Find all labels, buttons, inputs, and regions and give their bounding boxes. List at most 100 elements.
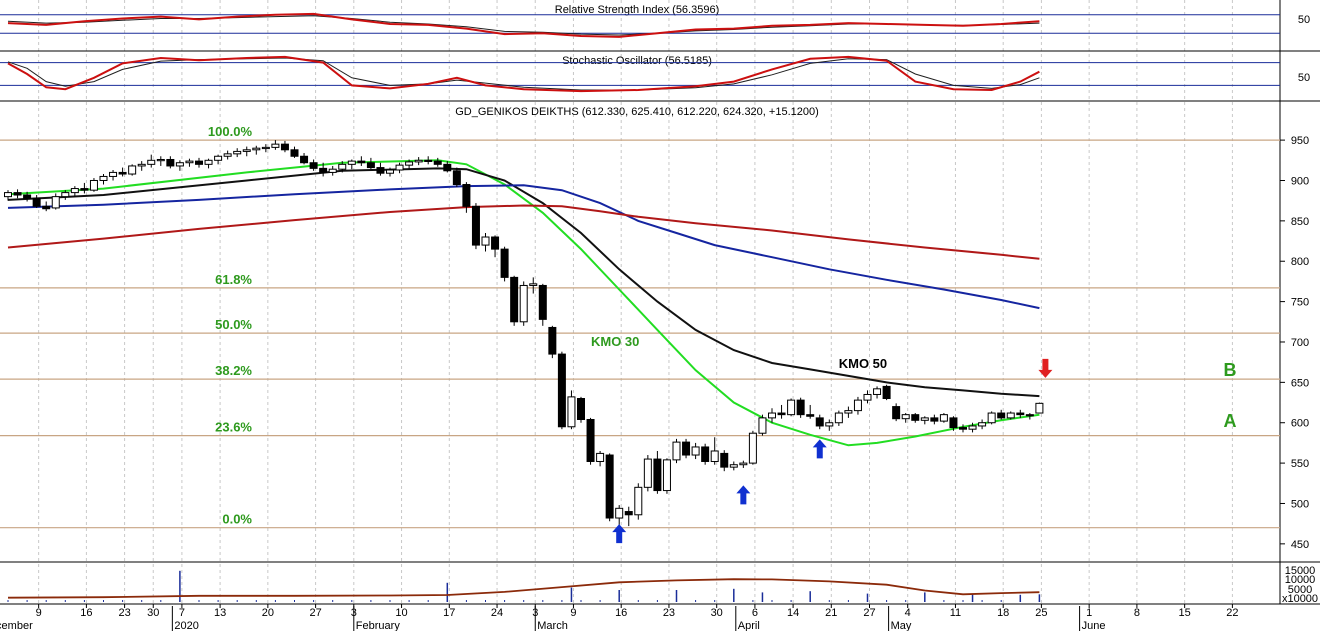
fibonacci-label: 23.6%	[215, 420, 252, 435]
candle-body	[13, 192, 22, 196]
moving-average-line	[7, 167, 1040, 398]
candle-body	[147, 159, 156, 165]
candle-body	[300, 155, 309, 164]
x-axis-tick-label: 30	[711, 607, 723, 619]
candle-body	[109, 171, 118, 177]
x-axis-tick-label: 9	[570, 607, 576, 619]
x-axis-tick-label: 4	[905, 607, 911, 619]
candle-body	[32, 197, 41, 207]
x-axis-tick-label: 17	[443, 607, 455, 619]
candle-body	[815, 417, 824, 427]
candle-body	[1035, 402, 1044, 414]
candle-body	[70, 188, 79, 194]
candle-body	[758, 417, 767, 434]
candle-body	[252, 147, 261, 151]
candle-body	[720, 452, 729, 468]
candle-body	[137, 163, 146, 167]
candle-body	[519, 284, 528, 323]
candle-body	[748, 432, 757, 464]
up-arrow-icon	[612, 524, 627, 544]
candle-body	[873, 388, 882, 395]
panel-frames	[0, 0, 1320, 605]
candle-body	[538, 284, 547, 320]
candle-body	[395, 164, 404, 171]
x-axis-tick-label: 30	[147, 607, 159, 619]
month-label: 2020	[174, 620, 198, 631]
up-arrow-icon	[812, 439, 827, 459]
candle-body	[567, 396, 576, 428]
stochastic-line	[7, 55, 1040, 93]
y-axis-tick-label: 550	[1291, 458, 1309, 470]
candle-body	[175, 162, 184, 167]
candle-body	[23, 194, 32, 199]
volume-scale-label: x10000	[1282, 593, 1318, 605]
candle-body	[433, 160, 442, 165]
x-axis-tick-label: 15	[1179, 607, 1191, 619]
candle-body	[701, 446, 710, 462]
x-axis-tick-label: 9	[36, 607, 42, 619]
candle-body	[882, 385, 891, 400]
candle-body	[214, 155, 223, 161]
y-axis-tick-label: 750	[1291, 297, 1309, 309]
y-axis-tick-label: 650	[1291, 377, 1309, 389]
x-axis-tick-label: 7	[179, 607, 185, 619]
candle-body	[424, 159, 433, 162]
candle-body	[271, 143, 280, 148]
candle-body	[42, 205, 51, 210]
zone-label: B	[1224, 360, 1237, 380]
candle-body	[853, 399, 862, 412]
candle-body	[261, 146, 270, 150]
candle-body	[280, 143, 289, 151]
price-panel: GD_GENIKOS DEIKTHS (612.330, 625.410, 61…	[0, 106, 1309, 551]
candle-body	[901, 414, 910, 420]
grid-layer	[38, 0, 1233, 604]
candle-body	[99, 175, 108, 181]
candle-body	[615, 507, 624, 519]
up-arrow-icon	[736, 485, 751, 505]
candle-body	[959, 427, 967, 430]
y-axis-tick-label: 500	[1291, 498, 1309, 510]
candle-body	[338, 163, 347, 170]
x-axis-tick-label: 11	[950, 607, 961, 619]
candle-body	[128, 165, 137, 175]
fibonacci-label: 50.0%	[215, 317, 252, 332]
down-arrow-icon	[1038, 358, 1053, 378]
candle-body	[376, 167, 385, 174]
volume-axis-label: 10000	[1285, 574, 1316, 586]
candle-body	[80, 188, 89, 191]
x-axis-tick-label: 25	[1035, 607, 1047, 619]
candle-body	[825, 422, 834, 427]
y-axis-tick-label: 600	[1291, 418, 1309, 430]
month-label: February	[356, 620, 401, 631]
candle-body	[156, 158, 165, 162]
candle-body	[777, 412, 786, 416]
candle-body	[51, 196, 60, 209]
candle-body	[500, 248, 509, 278]
candle-body	[787, 399, 796, 416]
candle-body	[166, 158, 175, 167]
candle-body	[481, 236, 490, 246]
candle-body	[643, 458, 652, 488]
moving-average-line	[7, 159, 1040, 447]
zone-label: A	[1224, 411, 1237, 431]
candle-body	[414, 159, 423, 163]
x-axis-tick-label: 13	[214, 607, 226, 619]
candle-body	[997, 412, 1006, 419]
month-label: March	[537, 620, 568, 631]
y-axis-tick-label: 900	[1291, 175, 1309, 187]
candle-body	[366, 162, 375, 169]
fibonacci-label: 61.8%	[215, 272, 252, 287]
candle-body	[806, 414, 815, 417]
candle-body	[682, 441, 691, 456]
candle-body	[729, 464, 738, 468]
candle-body	[471, 205, 480, 246]
x-axis-tick-label: 22	[1226, 607, 1238, 619]
candle-body	[61, 192, 70, 198]
candle-body	[653, 458, 662, 492]
candle-body	[548, 326, 557, 355]
kmo50-label: KMO 50	[839, 356, 887, 371]
candle-body	[920, 417, 929, 421]
candle-body	[357, 160, 366, 164]
